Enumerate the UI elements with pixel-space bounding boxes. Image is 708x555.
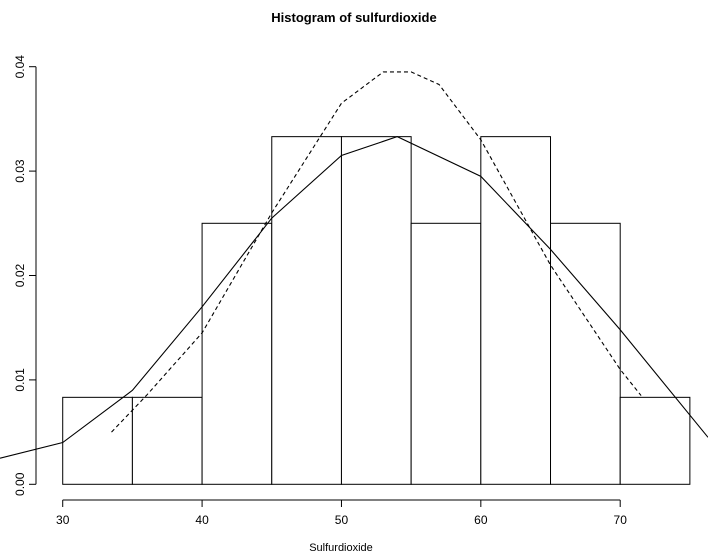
bar: [480, 136, 552, 485]
x-tick-label: 40: [195, 513, 209, 527]
bar: [550, 222, 621, 485]
density-line: [0, 136, 708, 459]
y-tick-label: 0.02: [13, 263, 27, 287]
bar: [619, 396, 691, 485]
bar: [271, 136, 342, 485]
x-axis-label: Sulfurdioxide: [309, 542, 373, 554]
x-tick-label: 60: [474, 513, 488, 527]
y-tick-label: 0.04: [13, 55, 27, 79]
x-tick-label: 30: [56, 513, 70, 527]
bar: [410, 222, 482, 485]
y-tick-label: 0.00: [13, 472, 27, 496]
density-line: [111, 71, 642, 433]
bar: [131, 396, 203, 485]
x-tick-label: 50: [335, 513, 349, 527]
chart-title: Histogram of sulfurdioxide: [271, 10, 436, 25]
bar: [62, 396, 133, 485]
y-tick-label: 0.03: [13, 159, 27, 183]
bar: [201, 222, 273, 485]
x-tick-label: 70: [614, 513, 628, 527]
bar: [340, 136, 412, 485]
y-tick-label: 0.01: [13, 368, 27, 392]
